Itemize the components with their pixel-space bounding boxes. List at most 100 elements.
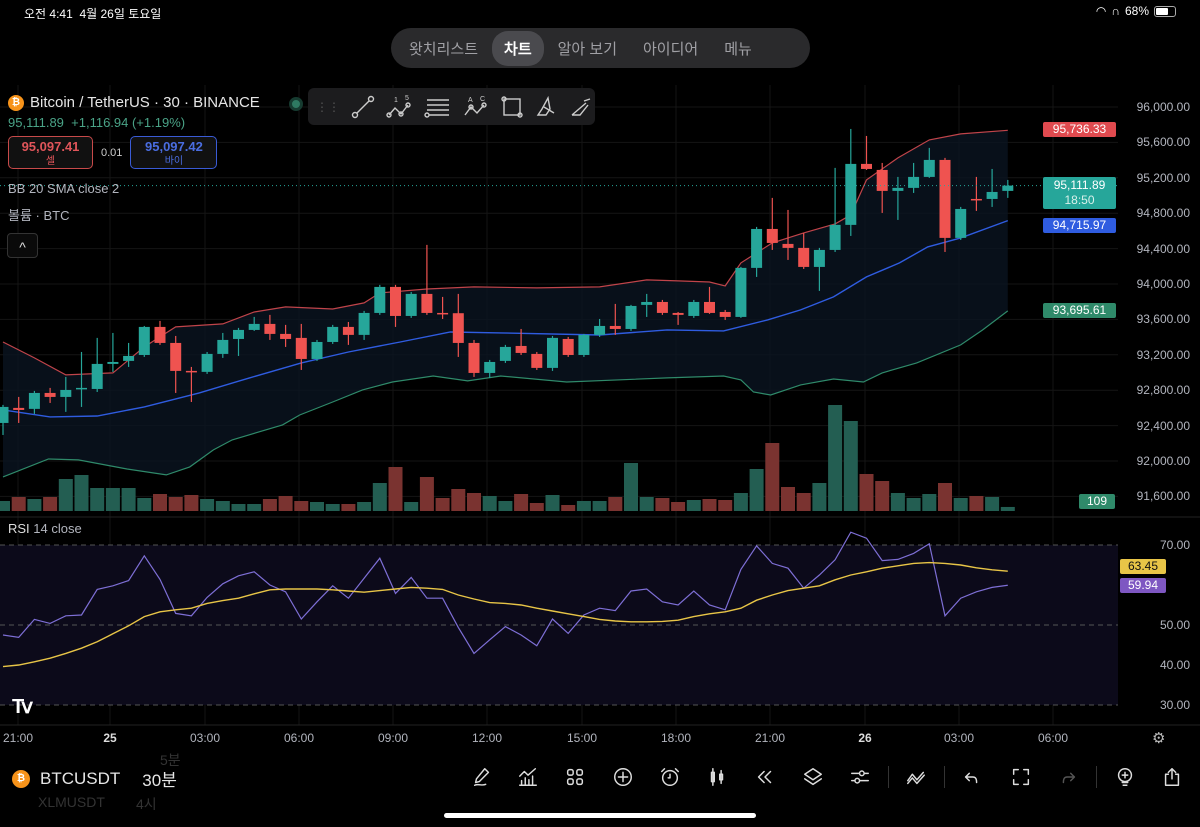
volume-bar	[875, 481, 890, 511]
compare-symbols-icon[interactable]	[903, 764, 929, 790]
volume-bar	[27, 499, 42, 511]
symbol-title[interactable]: Bitcoin / TetherUS · 30 · BINANCE	[30, 94, 260, 111]
wifi-icon: ◠	[1095, 4, 1107, 18]
volume-bar	[435, 498, 450, 511]
svg-text:1: 1	[394, 97, 398, 104]
symbol-selector[interactable]: BTCUSDT	[40, 768, 121, 788]
candle-body	[468, 342, 480, 373]
interval-picker-prev[interactable]: 5분	[160, 752, 181, 768]
symbol-picker-next[interactable]: XLMUSDT	[38, 794, 105, 810]
volume-bar	[294, 501, 309, 511]
volume-bar	[325, 504, 340, 511]
volume-bars	[0, 405, 1015, 511]
bb-basis-line	[2, 219, 1009, 418]
time-axis-label: 18:00	[660, 731, 692, 745]
tab-ideas[interactable]: 아이디어	[643, 40, 699, 58]
highlighter-icon[interactable]	[568, 95, 592, 119]
volume-bar	[592, 501, 607, 511]
rsi-indicator-label[interactable]: RSI 14 close	[8, 521, 82, 536]
volume-bar	[404, 502, 419, 511]
home-indicator[interactable]	[444, 813, 756, 818]
candle-body	[358, 312, 370, 335]
buy-button[interactable]: 95,097.42 바이	[130, 136, 218, 169]
candle-body	[311, 341, 323, 359]
chart-legend: ₿ Bitcoin / TetherUS · 30 · BINANCE 95,11…	[8, 94, 260, 224]
candle-body	[939, 159, 951, 238]
candle-body	[813, 249, 825, 267]
time-axis-label: 03:00	[943, 731, 975, 745]
volume-bar	[200, 499, 215, 511]
volume-bar	[482, 496, 497, 511]
interval-selector[interactable]: 30분	[142, 771, 177, 790]
candle-body	[342, 326, 354, 335]
rectangle-icon[interactable]	[500, 95, 524, 119]
candle-body	[688, 301, 700, 316]
sliders-settings-icon[interactable]	[847, 764, 873, 790]
bb-indicator-label[interactable]: BB 20 SMA close 2	[8, 181, 120, 196]
candle-body	[76, 387, 87, 390]
volume-bar	[0, 501, 10, 511]
candle-body	[908, 176, 920, 188]
candle-body	[986, 191, 998, 199]
collapse-legend-button[interactable]: ^	[7, 233, 38, 258]
candle-body	[609, 325, 621, 329]
volume-bar	[859, 474, 874, 511]
indicators-icon[interactable]	[515, 764, 541, 790]
undo-icon[interactable]	[959, 764, 985, 790]
drag-handle-icon[interactable]: ⋮⋮	[316, 99, 340, 114]
volume-bar	[168, 497, 183, 511]
tab-watchlist[interactable]: 왓치리스트	[409, 40, 479, 58]
volume-bar	[74, 475, 89, 511]
volume-bar	[561, 505, 576, 511]
volume-bar	[655, 498, 670, 511]
fib-retracement-icon[interactable]	[424, 95, 452, 119]
tradingview-logo[interactable]: T𝗏	[12, 696, 33, 718]
candle-body	[766, 228, 778, 243]
volume-bar	[105, 488, 120, 511]
svg-text:5: 5	[405, 95, 409, 102]
alarm-clock-icon[interactable]	[657, 764, 683, 790]
rsi-axis-label: 70.00	[1159, 538, 1190, 552]
rsi-axis-label: 50.00	[1159, 618, 1190, 632]
last-price-badge: 95,111.89 18:50	[1043, 176, 1116, 209]
candles	[0, 128, 1014, 435]
interval-picker-next[interactable]: 4시	[136, 796, 157, 812]
sell-button[interactable]: 95,097.41 셀	[8, 136, 93, 169]
rsi-pane	[0, 531, 1118, 706]
volume-bar	[576, 501, 591, 511]
chart-canvas[interactable]	[0, 0, 1200, 760]
volume-bar	[781, 487, 795, 511]
layout-grid-icon[interactable]	[562, 764, 588, 790]
rsi-ma-line	[2, 561, 1008, 668]
brush-icon[interactable]	[534, 95, 558, 119]
last-price-value: 95,111.89	[1053, 177, 1106, 192]
candlestick-icon[interactable]	[704, 764, 730, 790]
price-axis-label: 93,600.00	[1136, 312, 1190, 327]
share-icon[interactable]	[1159, 764, 1185, 790]
tab-chart[interactable]: 차트	[492, 30, 544, 66]
candle-body	[751, 228, 763, 268]
time-axis-label: 09:00	[377, 731, 409, 745]
replay-rewind-icon[interactable]	[752, 764, 778, 790]
volume-bar	[419, 477, 434, 511]
status-time: 오전 4:41 4월 26일 토요일	[24, 5, 161, 22]
drawing-tools-pencil-icon[interactable]	[469, 764, 495, 790]
candle-body	[248, 323, 260, 330]
trend-line-icon[interactable]	[350, 95, 376, 119]
tab-explore[interactable]: 알아 보기	[557, 40, 617, 58]
add-circle-icon[interactable]	[610, 764, 636, 790]
ideas-lightbulb-icon[interactable]	[1112, 764, 1138, 790]
symbol-interval-picker[interactable]: ₿ BTCUSDT 30분	[12, 766, 177, 791]
volume-bar	[231, 504, 246, 511]
volume-bar	[58, 479, 73, 511]
layers-icon[interactable]	[800, 764, 826, 790]
fullscreen-icon[interactable]	[1008, 764, 1034, 790]
tab-menu[interactable]: 메뉴	[724, 40, 752, 58]
redo-icon[interactable]	[1055, 764, 1081, 790]
settings-gear-icon[interactable]: ⚙	[1152, 730, 1166, 747]
volume-bar	[498, 501, 513, 511]
volume-bar	[451, 489, 466, 511]
volume-indicator-label[interactable]: 볼륨 · BTC	[8, 208, 70, 223]
